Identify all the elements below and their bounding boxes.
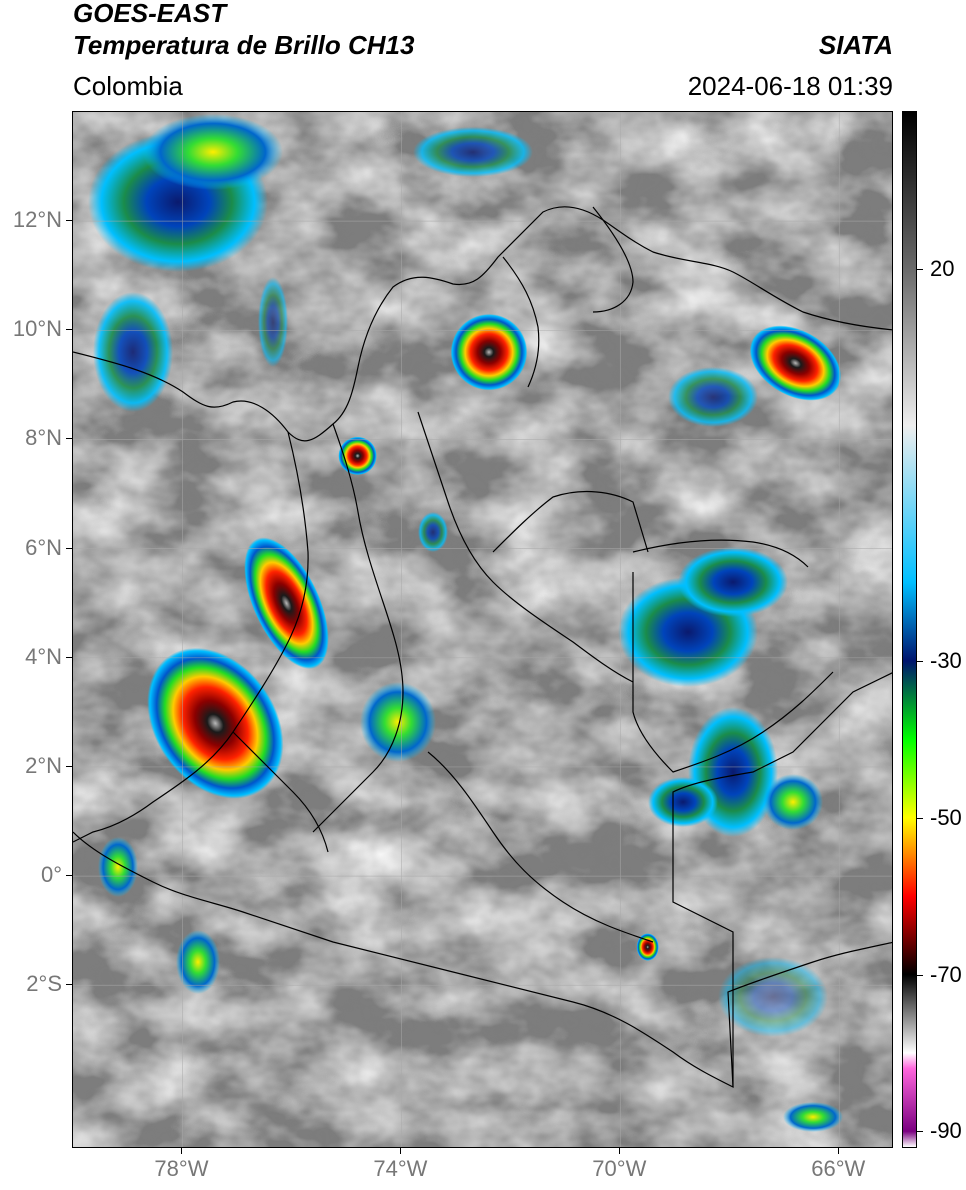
colorbar-gradient	[903, 112, 916, 1147]
lat-tick-mark	[66, 765, 72, 767]
colorbar-tick-mark	[917, 1131, 923, 1133]
colorbar-tick-mark	[917, 974, 923, 976]
storm-cell	[636, 933, 659, 961]
lat-tick-mark	[66, 984, 72, 986]
lat-tick-label: 12°N	[12, 207, 62, 233]
lon-tick-label: 70°W	[592, 1156, 647, 1181]
product-title: Temperatura de Brillo CH13	[73, 30, 415, 60]
lat-tick-label: 8°N	[25, 425, 62, 451]
colorbar	[902, 111, 917, 1148]
satellite-map[interactable]	[72, 111, 893, 1148]
colorbar-tick-label: -50	[930, 804, 962, 830]
colorbar-tick-mark	[917, 268, 923, 270]
lat-tick-mark	[66, 220, 72, 222]
storm-cell	[450, 313, 528, 391]
storm-cell	[749, 325, 842, 401]
cold-cloud-regions	[88, 114, 843, 1132]
graticule	[73, 112, 892, 1147]
map-canvas	[73, 112, 892, 1147]
storm-cell	[244, 537, 329, 669]
satellite-title: GOES-EAST	[73, 0, 227, 28]
lon-tick-label: 74°W	[373, 1156, 428, 1181]
lat-tick-mark	[66, 438, 72, 440]
timestamp-label: 2024-06-18 01:39	[687, 71, 893, 101]
lat-tick-label: 0°	[40, 862, 62, 888]
colorbar-tick-label: 20	[930, 255, 955, 281]
lon-tick-label: 66°W	[811, 1156, 866, 1181]
colorbar-tick-label: -30	[930, 647, 962, 673]
lon-tick-mark	[838, 1148, 840, 1154]
colorbar-tick-mark	[917, 660, 923, 662]
colorbar-tick-label: -90	[930, 1118, 962, 1144]
lat-tick-label: 6°N	[25, 534, 62, 560]
lat-tick-label: 2°S	[26, 971, 62, 997]
organization-label: SIATA	[818, 30, 893, 60]
lat-tick-label: 4°N	[25, 643, 62, 669]
lat-tick-mark	[66, 329, 72, 331]
boundaries	[73, 206, 892, 1088]
lon-tick-mark	[400, 1148, 402, 1154]
lon-tick-mark	[619, 1148, 621, 1154]
lat-tick-mark	[66, 656, 72, 658]
colorbar-tick-label: -70	[930, 961, 962, 987]
colorbar-tick-mark	[917, 817, 923, 819]
storm-cell	[147, 647, 284, 799]
lon-tick-mark	[181, 1148, 183, 1154]
lat-tick-label: 10°N	[12, 316, 62, 342]
storm-cells	[147, 313, 842, 961]
lat-tick-mark	[66, 875, 72, 877]
lon-tick-label: 78°W	[154, 1156, 209, 1181]
lat-tick-mark	[66, 547, 72, 549]
region-label: Colombia	[73, 71, 183, 101]
lat-tick-label: 2°N	[25, 752, 62, 778]
storm-cell	[338, 436, 377, 475]
